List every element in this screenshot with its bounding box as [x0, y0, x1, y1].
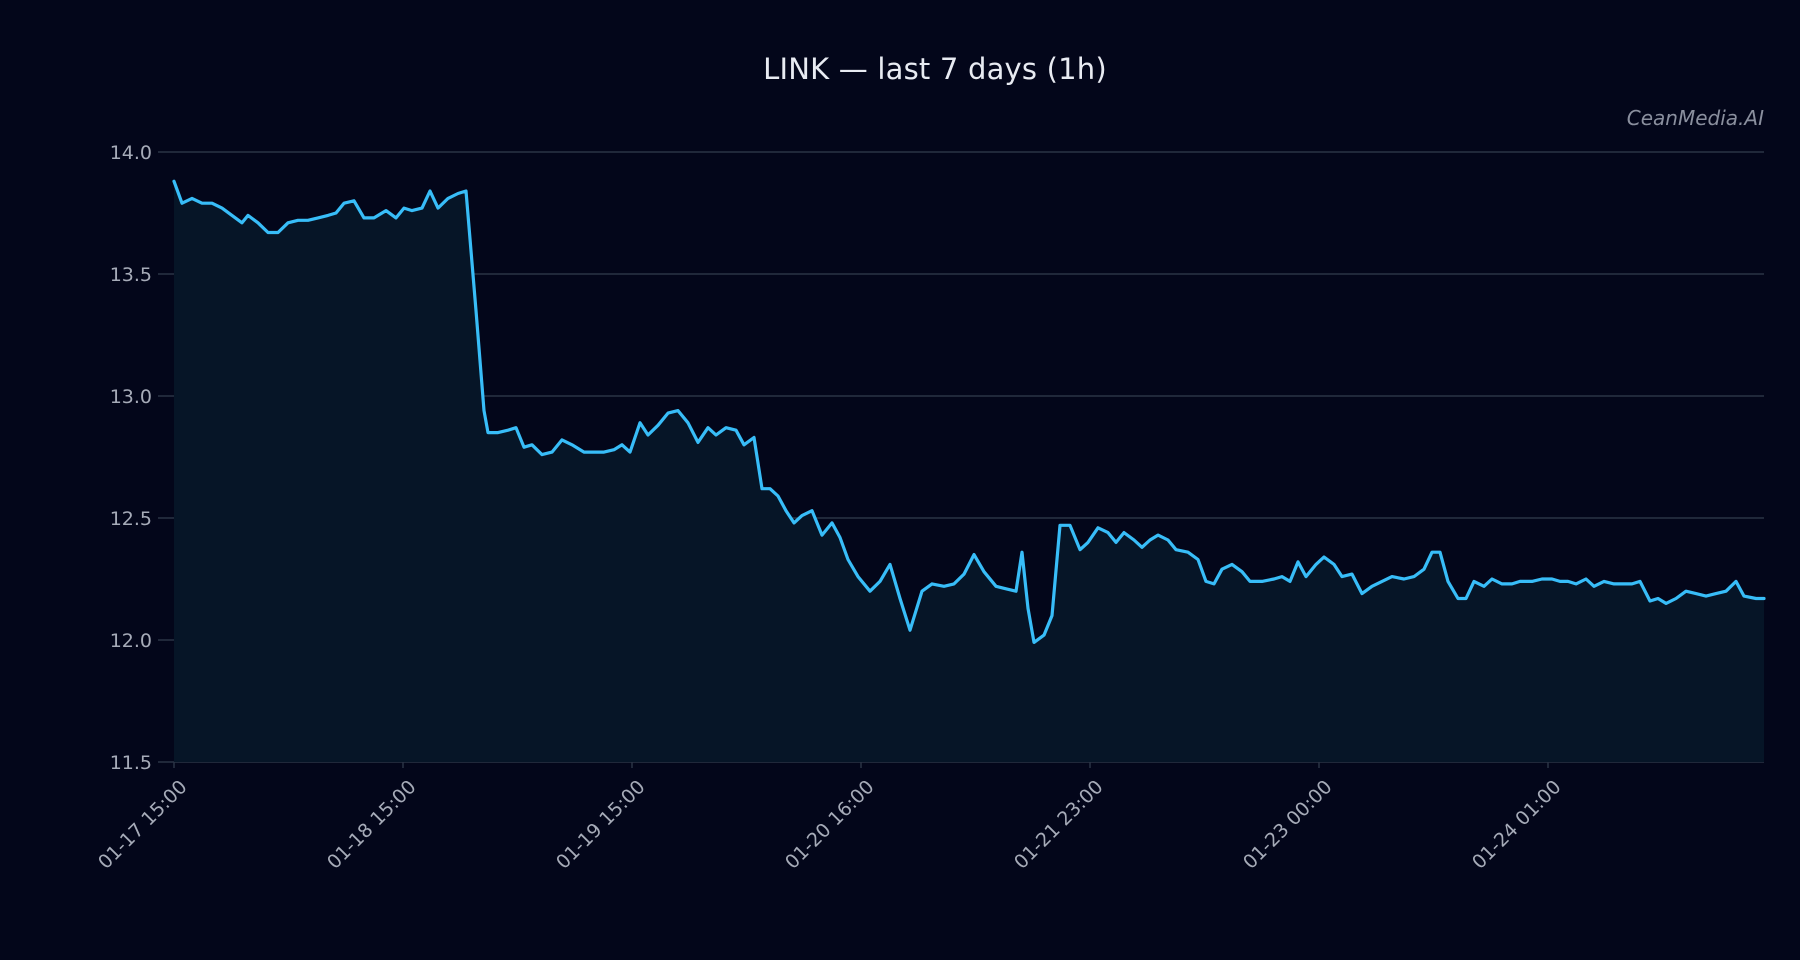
y-tick-label: 13.0	[110, 386, 152, 408]
x-tick-label: 01-24 01:00	[1468, 776, 1566, 874]
y-tick-label: 13.5	[110, 264, 152, 286]
y-tick-label: 12.5	[110, 508, 152, 530]
x-tick-label: 01-18 15:00	[323, 776, 421, 874]
watermark: CeanMedia.AI	[1626, 106, 1764, 130]
price-line	[172, 179, 1766, 644]
y-tick-label: 12.0	[110, 630, 152, 652]
price-area-fill	[174, 181, 1764, 763]
y-axis-ticks: 14.0 13.5 13.0 12.5 12.0 11.5	[110, 142, 152, 774]
x-tick-label: 01-20 16:00	[781, 776, 879, 874]
x-tick-label: 01-23 00:00	[1239, 776, 1337, 874]
y-tick-label: 11.5	[110, 752, 152, 774]
x-axis-ticks: 01-17 15:00 01-18 15:00 01-19 15:00 01-20 1…	[94, 762, 1566, 874]
x-tick-label: 01-17 15:00	[94, 776, 192, 874]
y-tick-label: 14.0	[110, 142, 152, 164]
chart-title: LINK — last 7 days (1h)	[763, 52, 1107, 86]
x-tick-label: 01-19 15:00	[552, 776, 650, 874]
x-tick-label: 01-21 23:00	[1010, 776, 1108, 874]
